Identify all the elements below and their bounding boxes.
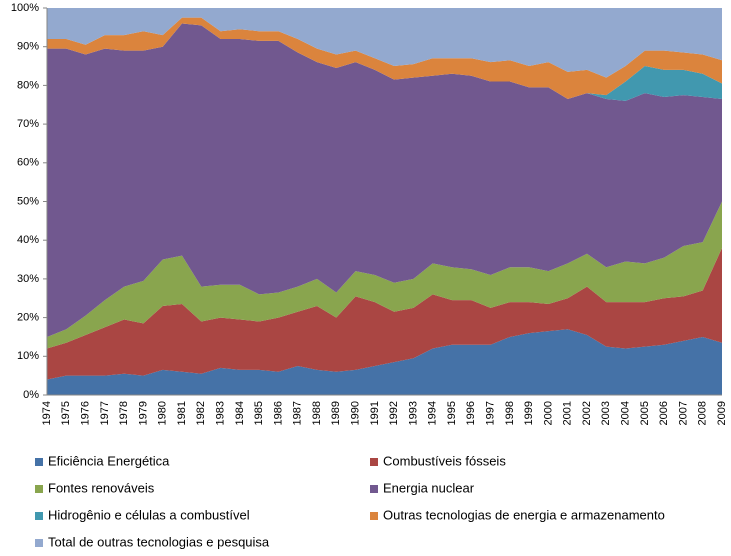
area <box>47 329 722 395</box>
x-tick-label: 1993 <box>407 401 419 425</box>
x-tick-label: 2000 <box>542 401 554 425</box>
x-tick-label: 1996 <box>465 401 477 425</box>
area <box>47 17 722 99</box>
x-tick-label: 1994 <box>427 401 439 425</box>
x-tick-label: 1982 <box>195 401 207 425</box>
x-tick-label: 2006 <box>658 401 670 425</box>
x-tick-label: 2009 <box>716 401 728 425</box>
x-tick-label: 1990 <box>349 401 361 425</box>
y-tick-label: 20% <box>17 312 39 324</box>
x-tick-label: 1984 <box>234 401 246 425</box>
x-tick-label: 2008 <box>697 401 709 425</box>
y-tick-label: 0% <box>23 389 39 401</box>
area <box>47 23 722 337</box>
x-tick-label: 1988 <box>311 401 323 425</box>
x-tick-label: 2007 <box>677 401 689 425</box>
x-tick-label: 2001 <box>562 401 574 425</box>
x-tick-label: 1974 <box>41 401 53 425</box>
x-tick-label: 1999 <box>523 401 535 425</box>
x-tick-label: 1985 <box>253 401 265 425</box>
legend-label: Eficiência Energética <box>48 453 170 468</box>
x-tick-label: 1991 <box>369 401 381 425</box>
x-tick-label: 1995 <box>446 401 458 425</box>
y-tick-label: 100% <box>11 2 39 14</box>
area <box>47 23 722 101</box>
x-tick-label: 1975 <box>60 401 72 425</box>
x-tick-label: 1992 <box>388 401 400 425</box>
legend-label: Fontes renováveis <box>48 480 155 495</box>
y-tick-label: 30% <box>17 273 39 285</box>
y-tick-label: 90% <box>17 41 39 53</box>
legend-label: Energia nuclear <box>383 480 475 495</box>
x-tick-label: 1989 <box>330 401 342 425</box>
y-tick-label: 10% <box>17 350 39 362</box>
x-tick-label: 2002 <box>581 401 593 425</box>
x-tick-label: 1977 <box>99 401 111 425</box>
legend-label: Outras tecnologias de energia e armazena… <box>383 507 665 522</box>
x-tick-label: 1978 <box>118 401 130 425</box>
area <box>47 8 722 78</box>
x-tick-label: 1987 <box>292 401 304 425</box>
legend-swatch <box>370 485 378 493</box>
y-tick-label: 70% <box>17 118 39 130</box>
x-tick-label: 1981 <box>176 401 188 425</box>
legend-label: Combustíveis fósseis <box>383 453 506 468</box>
x-tick-label: 1998 <box>504 401 516 425</box>
x-tick-label: 2004 <box>619 401 631 425</box>
y-tick-label: 80% <box>17 79 39 91</box>
x-tick-label: 1997 <box>484 401 496 425</box>
legend-swatch <box>35 512 43 520</box>
x-tick-label: 1980 <box>157 401 169 425</box>
legend-swatch <box>35 539 43 547</box>
legend-swatch <box>370 458 378 466</box>
x-tick-label: 1979 <box>137 401 149 425</box>
x-tick-label: 2003 <box>600 401 612 425</box>
y-tick-label: 60% <box>17 157 39 169</box>
area <box>47 201 722 349</box>
x-tick-label: 1976 <box>79 401 91 425</box>
area <box>47 247 722 380</box>
x-tick-label: 1983 <box>214 401 226 425</box>
x-tick-label: 1986 <box>272 401 284 425</box>
legend-label: Total de outras tecnologias e pesquisa <box>48 534 270 549</box>
y-tick-label: 50% <box>17 195 39 207</box>
legend-swatch <box>35 485 43 493</box>
x-tick-label: 2005 <box>639 401 651 425</box>
legend-swatch <box>370 512 378 520</box>
y-tick-label: 40% <box>17 234 39 246</box>
legend-swatch <box>35 458 43 466</box>
legend-label: Hidrogênio e células a combustível <box>48 507 250 522</box>
